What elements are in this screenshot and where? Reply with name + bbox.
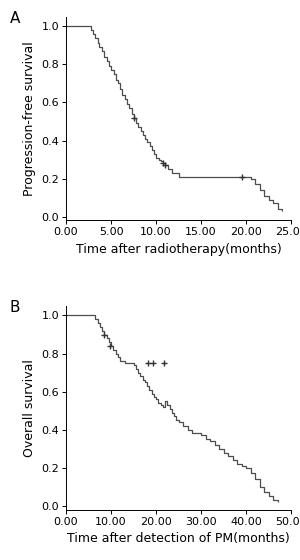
Text: B: B	[10, 300, 20, 315]
Y-axis label: Overall survival: Overall survival	[23, 359, 36, 457]
Y-axis label: Progression-free survival: Progression-free survival	[23, 41, 36, 196]
X-axis label: Time after radiotherapy(months): Time after radiotherapy(months)	[76, 243, 281, 256]
Text: A: A	[10, 11, 20, 26]
X-axis label: Time after detection of PM(months): Time after detection of PM(months)	[67, 532, 290, 545]
